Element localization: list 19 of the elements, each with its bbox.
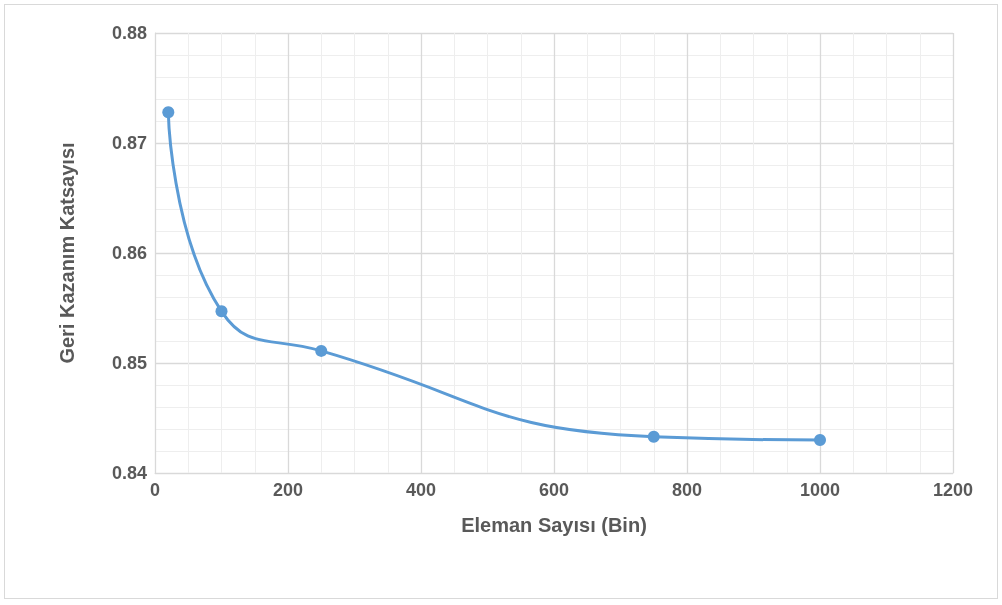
point [162, 106, 175, 119]
point [215, 305, 228, 318]
point [315, 344, 328, 357]
x-tick-label: 800 [671, 480, 703, 500]
y-tick-label: 0.85 [111, 353, 147, 373]
x-tick-label: 1000 [799, 480, 841, 500]
point [647, 430, 660, 443]
y-axis-title: Geri Kazanım Katsayısı [56, 142, 78, 364]
x-tick-label: 600 [538, 480, 570, 500]
x-tick-label: 400 [405, 480, 437, 500]
point [814, 434, 826, 446]
x-tick-label: 200 [272, 480, 304, 500]
y-tick-label: 0.88 [111, 23, 147, 43]
x-axis-title: Eleman Sayısı (Bin) [461, 514, 647, 536]
x-tick-label: 1200 [932, 480, 974, 500]
y-tick-label: 0.84 [111, 463, 147, 483]
y-tick-label: 0.86 [111, 243, 147, 263]
y-tick-label: 0.87 [111, 133, 147, 153]
x-tick-label: 0 [149, 480, 161, 500]
